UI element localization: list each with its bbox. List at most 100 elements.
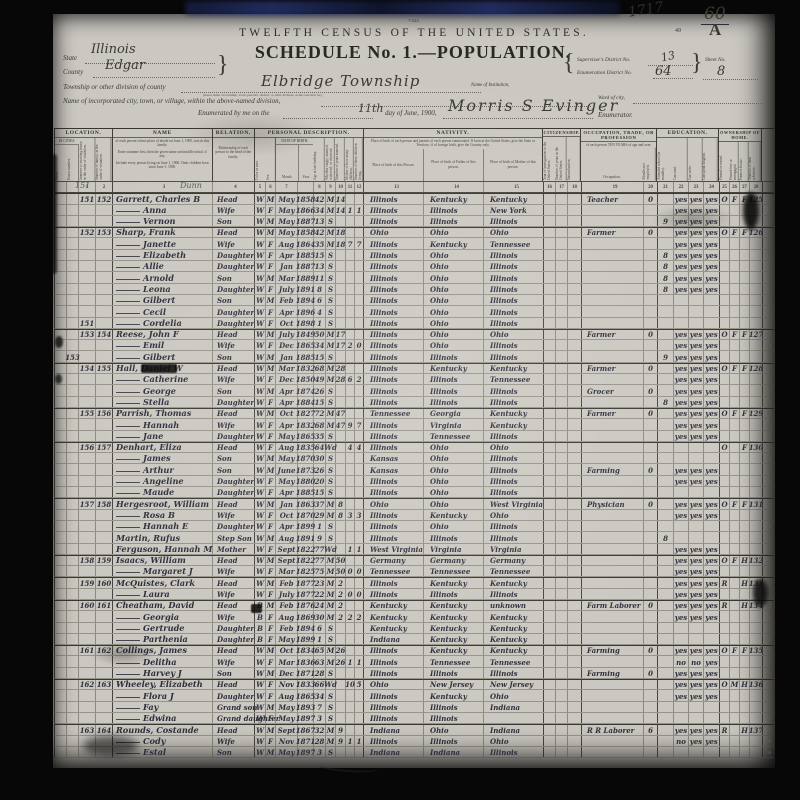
- table-row: 157 158 Hergesroot, William Head W M Jan 1863 37…: [54, 498, 774, 510]
- enumerator-label: Enumerator.: [598, 111, 633, 119]
- table-row: 162 163 Wheeley, Elizabeth Head W F Nov 1833 66 W…: [54, 679, 774, 691]
- col-label-farm-or-house: Farm or house.: [738, 142, 749, 181]
- group-location: LOCATION. IN CITIES. Street. House numbe…: [55, 129, 113, 181]
- table-row: Rosa B Wife W F Oct 1870 29 M 8 3 3 Illinois Kentuck…: [54, 509, 774, 521]
- supervisor-district-label: Supervisor's District No.: [577, 57, 631, 63]
- table-row: 151 Cordelia Daughter W F Oct 1898 1 S Illinois Oh…: [54, 317, 774, 329]
- col-label-can-read: Can read.: [672, 138, 688, 181]
- census-sheet: 7-224. TWELFTH CENSUS OF THE UNITED STAT…: [51, 0, 775, 775]
- in-cities-subgroup: IN CITIES. Street. House number.: [55, 138, 79, 181]
- col-label-color: Color or race.: [254, 160, 259, 180]
- ink-bleed-band: [185, 1, 620, 16]
- table-row: Cecil Daughter W F Apr 1896 4 S Illinois Ohio Illi…: [54, 306, 774, 318]
- township-value: Elbridge Township: [261, 72, 421, 90]
- col-label-attended-school: Attended school (in months).: [657, 151, 666, 180]
- table-row: 155 156 Parrish, Thomas Head W M Oct 1827 72 M 47 T…: [54, 407, 774, 420]
- col-label-speaks-english: Can speak English.: [702, 138, 719, 181]
- table-row: Margaret J Wife W F Mar 1825 75 M 50 0 0 Tennessee T…: [54, 566, 774, 578]
- group-ownership: OWNERSHIP OF HOME. Owned or rented. Owne…: [719, 129, 763, 181]
- enumeration-district-label: Enumeration District No.: [577, 70, 632, 76]
- table-row: Jane Daughter W F May 1865 35 S Illinois Tennesse…: [54, 430, 774, 442]
- col-label-birthplace-father: Place of birth of Father of this person.: [423, 148, 483, 181]
- group-name: NAME of each person whose place of abode…: [112, 129, 213, 181]
- name-desc-3: Include every person living on June 1, 1…: [116, 160, 209, 170]
- state-label: State: [63, 54, 77, 62]
- col-label-age: Age at last birthday.: [313, 138, 326, 181]
- overwrite-name: Dunn: [180, 181, 202, 190]
- table-row: 161 162 Collings, James Head W M Oct 1834 65 M 26 I…: [54, 645, 774, 657]
- table-row: Stella Daughter W F Apr 1884 15 S Illinois Illino…: [54, 396, 774, 408]
- col-label-months-not-employed: Months not employed.: [642, 148, 657, 181]
- table-row: Emil Wife W F Dec 1865 34 M 17 2 0 Illinois Ohio Illi…: [54, 340, 774, 352]
- col-label-birth-year: Year.: [297, 145, 314, 181]
- table-row: Fay Grand son W M May 1893 7 S Illinois Illinois I…: [54, 701, 774, 713]
- col-label-dwelling-number: Number of dwelling house, in the order o…: [79, 138, 96, 181]
- group-nativity: NATIVITY. Place of birth of each person …: [363, 129, 544, 181]
- table-row: Ferguson, Hannah M Mother W F Sept 1822 77 Wd 1 1…: [54, 543, 774, 555]
- schedule-title: SCHEDULE No. 1.—POPULATION.: [254, 42, 572, 62]
- table-row: Anna Wife W F May 1866 34 M 14 1 1 Illinois Illinois…: [54, 204, 774, 216]
- table-row: Angeline Daughter W F May 1880 20 S Illinois Ohio…: [54, 475, 774, 488]
- col-label-family-number: Number of family, in the order of visita…: [95, 138, 112, 181]
- col-label-street: Street.: [55, 170, 59, 180]
- table-row: Flora J Daughter W F Aug 1865 34 S Illinois Kentu…: [54, 690, 774, 702]
- enumerator-name: Morris S Evinger: [448, 96, 620, 115]
- name-desc-2: Enter surname first, then the given name…: [118, 149, 207, 159]
- county-value: Edgar: [105, 58, 146, 73]
- occupation-desc: of each person TEN YEARS of age and over…: [586, 143, 652, 147]
- enumerated-label: Enumerated by me on the: [198, 109, 270, 117]
- table-row: 154 155 Hall, Daniel W Head W M Mar 1832 68 M 28 Il…: [54, 362, 774, 375]
- table-row: Martin, Rufus Step Son W M Aug 1891 9 S Illinois…: [54, 532, 774, 544]
- table-row: Arthur Son W M June 1873 26 S Kansas Ohio Illinois…: [54, 464, 774, 476]
- table-header: LOCATION. IN CITIES. Street. House numbe…: [54, 128, 774, 182]
- table-row: Hannah E Daughter W F Apr 1899 1 S Illinois Ohio I…: [54, 520, 774, 533]
- table-row: 153 154 Reese, John F Head W M July 1849 50 M 17 Il…: [54, 328, 774, 341]
- col-label-mother-of-children: Mother of how many children.: [344, 138, 354, 181]
- table-row: 158 159 Isaacs, William Head W M Sept 1822 77 M 50…: [54, 554, 774, 567]
- nativity-desc: Place of birth of each person and parent…: [370, 139, 536, 148]
- handwritten-circled-number: 60: [701, 4, 729, 25]
- sheet-label: Sheet No.: [705, 57, 726, 63]
- col-label-children-living: Number of these children living.: [353, 138, 363, 181]
- group-citizenship: CITIZENSHIP. Year of immigration to the …: [543, 129, 582, 181]
- col-label-farm-schedule-number: Number of farm schedule.: [748, 142, 762, 181]
- table-row: Leona Daughter W F July 1891 8 S Illinois Ohio Ill…: [54, 283, 774, 295]
- census-rows: 151 152 Garrett, Charles B Head W M May 1858 42 M…: [54, 193, 774, 759]
- group-relation: RELATION. Relationship of each person to…: [212, 129, 255, 181]
- table-row: Maude Daughter W F Apr 1885 15 S Illinois Ohio Ill…: [54, 487, 774, 499]
- table-row: 160 161 Cheatham, David Head B M Feb 1876 24 M 2 Ke…: [54, 599, 774, 612]
- district-brace-close: }: [691, 50, 703, 76]
- col-label-free-or-mortgaged: Owned free or mortgaged.: [728, 142, 739, 181]
- page-number: 49: [675, 28, 681, 34]
- table-row: Estal Son W M May 1897 3 S Indiana Indiana Illinoi…: [54, 746, 774, 759]
- table-row: Harvey J Son W M Dec 1871 28 S Illinois Illinois I…: [54, 667, 774, 680]
- table-row: Gilbert Son W M Feb 1894 6 S Illinois Ohio Illinoi…: [54, 294, 774, 307]
- supervisor-district-value: 13: [659, 48, 677, 65]
- table-row: Catherine Wife W F Dec 1850 49 M 28 6 2 Illinois Ill…: [54, 374, 774, 386]
- table-row: Georgia Wife B F Aug 1869 30 M 2 2 2 Kentucky Kentuc…: [54, 611, 774, 623]
- table-row: George Son W M Apr 1874 26 S Illinois Illinois Ill…: [54, 385, 774, 397]
- table-row: 152 153 Sharp, Frank Head W M May 1858 42 M 18 Ohio…: [54, 227, 774, 239]
- col-label-birthplace-person: Place of birth of this Person.: [372, 162, 415, 167]
- relation-desc: Relationship of each person to the head …: [215, 146, 251, 159]
- enumeration-district-value: 64: [655, 64, 672, 79]
- table-row: Vernon Son W M May 1887 13 S Illinois Illinois Ill…: [54, 215, 774, 228]
- col-label-years-in-us: Number of years in the United States.: [554, 137, 567, 181]
- col-label-owned-or-rented: Owned or rented.: [719, 154, 724, 180]
- group-education: EDUCATION. Attended school (in months). …: [657, 129, 720, 181]
- table-row: Laura Wife W F July 1877 22 M 2 0 0 Illinois Illinoi…: [54, 588, 774, 600]
- col-label-can-write: Can write.: [687, 138, 703, 181]
- city-label: Name of incorporated city, town, or vill…: [63, 97, 281, 105]
- table-row: James Son W M May 1870 30 S Kansas Ohio Illinois 24: [54, 453, 774, 465]
- column-number-row: 1 2 3 4 5 6 7 8 9 10 11 12 13 14 15 16 17 18 19 20 21 22 23 24 2…: [54, 181, 774, 194]
- col-label-naturalization: Naturalization.: [566, 137, 581, 181]
- table-row: Hannah Wife W F Apr 1832 68 M 47 9 7 Illinois Virgin…: [54, 419, 774, 431]
- col-label-occupation: Occupation.: [603, 175, 621, 179]
- institution-label: Name of Institution,: [471, 83, 510, 88]
- left-brace-ornament: }: [217, 52, 229, 78]
- line-number-column-header: [762, 129, 774, 181]
- census-title: TWELFTH CENSUS OF THE UNITED STATES.: [239, 27, 589, 39]
- enumerated-day-value: 11th: [358, 102, 384, 115]
- col-label-birth-month: Month.: [281, 175, 293, 179]
